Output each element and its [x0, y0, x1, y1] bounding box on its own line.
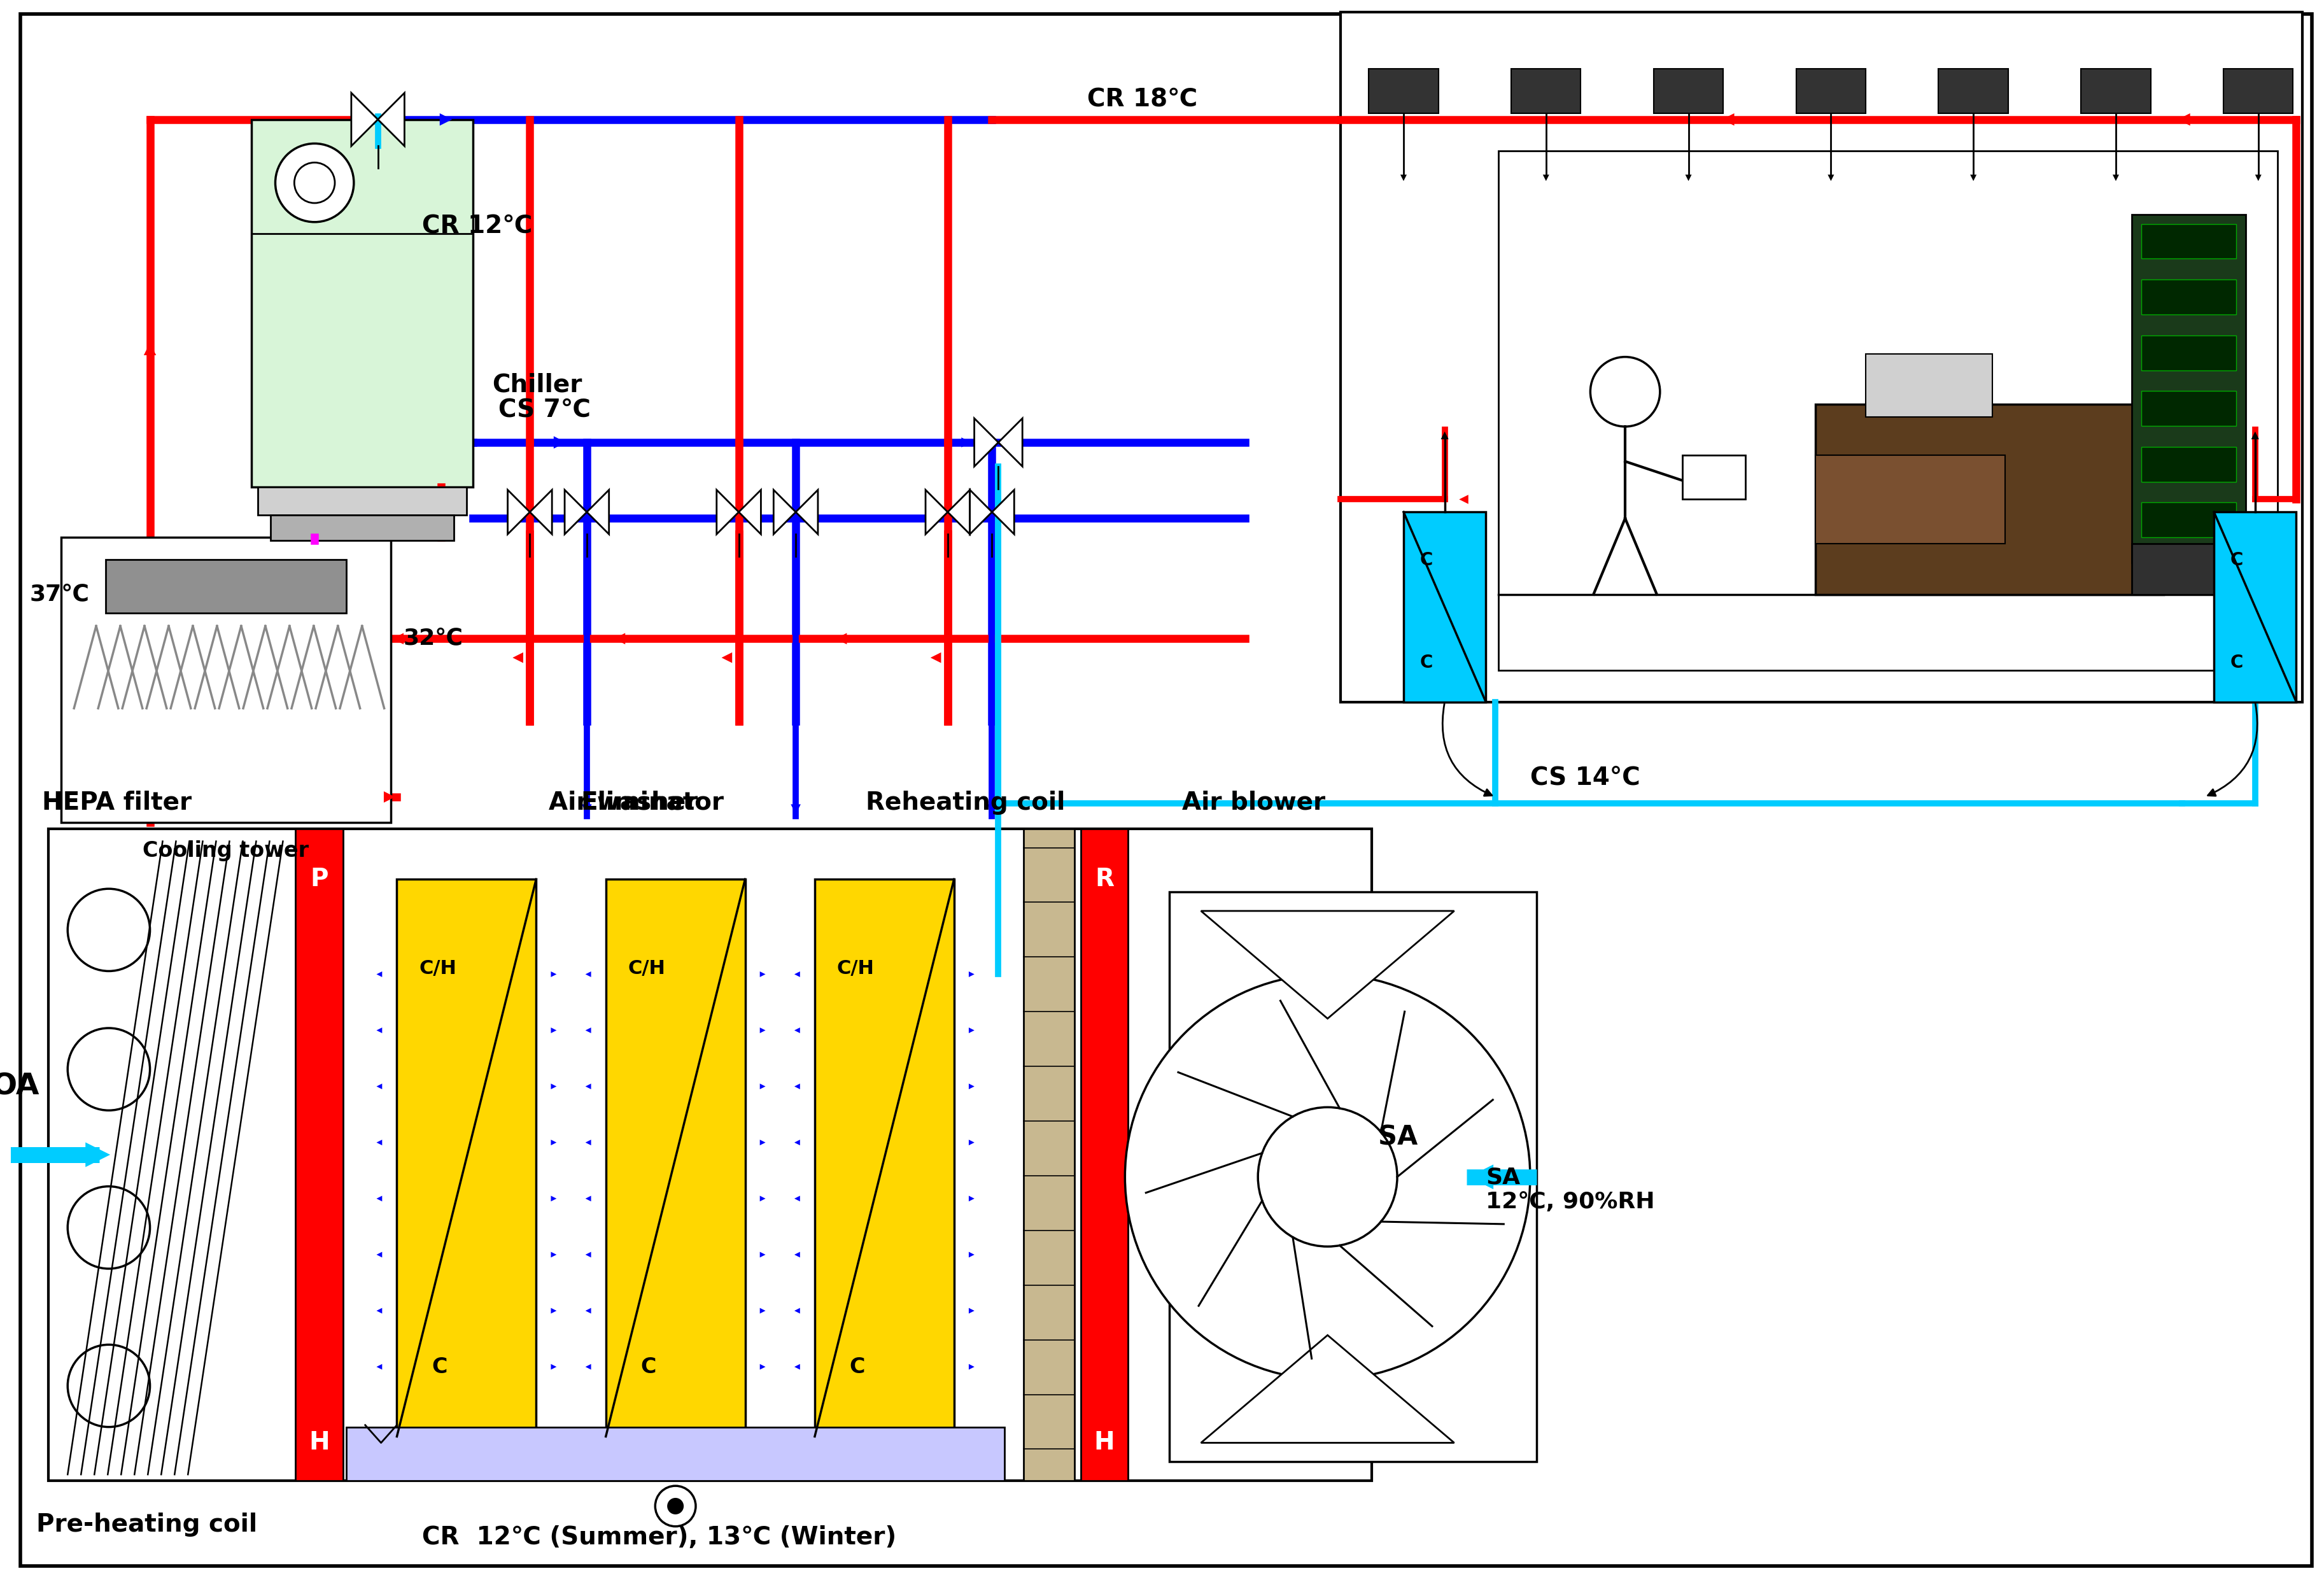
- Bar: [2140, 335, 2236, 370]
- Polygon shape: [1202, 1335, 1455, 1443]
- Polygon shape: [507, 490, 530, 534]
- Circle shape: [274, 144, 353, 223]
- Polygon shape: [925, 490, 948, 534]
- Polygon shape: [948, 490, 969, 534]
- Text: C: C: [2231, 551, 2243, 569]
- Text: Cooling tower: Cooling tower: [142, 841, 309, 861]
- Text: CR 18℃: CR 18℃: [1088, 88, 1197, 112]
- Text: Eliminator: Eliminator: [581, 790, 723, 815]
- Circle shape: [1257, 1108, 1397, 1247]
- Text: C/H: C/H: [418, 959, 456, 978]
- Polygon shape: [739, 490, 760, 534]
- Text: C: C: [851, 1357, 865, 1378]
- Text: SA: SA: [1378, 1125, 1418, 1150]
- Bar: [1169, 893, 1536, 1462]
- Bar: [2215, 512, 2296, 702]
- Bar: [1815, 455, 2006, 544]
- Polygon shape: [351, 93, 379, 145]
- Bar: [1081, 828, 1127, 1480]
- Bar: [2140, 447, 2236, 482]
- Bar: [2140, 502, 2236, 537]
- Text: C: C: [1420, 654, 1434, 672]
- Bar: [1796, 70, 1866, 114]
- Text: Chiller: Chiller: [493, 373, 581, 397]
- Text: 37℃: 37℃: [30, 583, 91, 605]
- Circle shape: [655, 1485, 695, 1526]
- Text: HEPA filter: HEPA filter: [42, 790, 193, 815]
- Text: 32℃: 32℃: [402, 627, 462, 649]
- Circle shape: [67, 890, 151, 972]
- Bar: [2140, 280, 2236, 314]
- Bar: [270, 515, 453, 540]
- Text: SA
12°C, 90%RH: SA 12°C, 90%RH: [1485, 1166, 1655, 1213]
- Bar: [816, 880, 955, 1436]
- Circle shape: [1590, 357, 1659, 427]
- Bar: [2080, 70, 2150, 114]
- Polygon shape: [992, 490, 1013, 534]
- Bar: [1866, 354, 1992, 417]
- Bar: [1404, 512, 1485, 702]
- Bar: [2131, 544, 2245, 594]
- Circle shape: [67, 1029, 151, 1111]
- Text: CR  12℃ (Summer), 13℃ (Winter): CR 12℃ (Summer), 13℃ (Winter): [423, 1525, 897, 1550]
- Text: Air blower: Air blower: [1183, 790, 1325, 815]
- Bar: [1369, 70, 1439, 114]
- Text: H: H: [1095, 1431, 1116, 1455]
- Polygon shape: [379, 93, 404, 145]
- Bar: [2131, 215, 2245, 562]
- Circle shape: [1125, 975, 1529, 1379]
- Polygon shape: [588, 490, 609, 534]
- Polygon shape: [716, 490, 739, 534]
- Circle shape: [295, 163, 335, 204]
- Polygon shape: [969, 490, 992, 534]
- Text: R: R: [1095, 867, 1113, 891]
- Polygon shape: [1202, 912, 1455, 1019]
- Bar: [251, 120, 472, 487]
- Text: CS 14°C: CS 14°C: [1529, 765, 1641, 790]
- Bar: [1341, 11, 2303, 702]
- Text: P: P: [309, 867, 328, 891]
- Bar: [1815, 404, 2164, 594]
- Bar: [2140, 224, 2236, 259]
- Bar: [60, 537, 390, 822]
- Bar: [295, 828, 344, 1480]
- Bar: [1938, 70, 2008, 114]
- Bar: [49, 828, 1371, 1480]
- Bar: [258, 487, 467, 515]
- Polygon shape: [999, 419, 1023, 466]
- Text: Air washer: Air washer: [548, 790, 697, 815]
- Bar: [2140, 392, 2236, 427]
- Text: CR 12℃: CR 12℃: [423, 215, 532, 239]
- Bar: [607, 880, 746, 1436]
- Text: OA: OA: [0, 1073, 40, 1101]
- Text: C: C: [432, 1357, 446, 1378]
- Bar: [1655, 70, 1724, 114]
- Text: C: C: [2231, 654, 2243, 672]
- Bar: [105, 559, 346, 613]
- Bar: [1683, 455, 1745, 499]
- Bar: [2224, 70, 2294, 114]
- Polygon shape: [795, 490, 818, 534]
- Text: CS 7℃: CS 7℃: [497, 398, 590, 422]
- Text: H: H: [309, 1431, 330, 1455]
- Bar: [1023, 828, 1074, 1480]
- Polygon shape: [974, 419, 999, 466]
- Text: Pre-heating coil: Pre-heating coil: [35, 1512, 258, 1536]
- Circle shape: [67, 1345, 151, 1427]
- Text: C: C: [1420, 551, 1434, 569]
- Text: C: C: [641, 1357, 655, 1378]
- Bar: [397, 880, 537, 1436]
- Polygon shape: [565, 490, 588, 534]
- Polygon shape: [530, 490, 553, 534]
- Text: Reheating coil: Reheating coil: [865, 790, 1064, 815]
- Bar: [1499, 152, 2278, 670]
- Bar: [346, 1427, 1004, 1480]
- Bar: [1511, 70, 1580, 114]
- Circle shape: [667, 1498, 683, 1514]
- Text: C/H: C/H: [837, 959, 874, 978]
- Polygon shape: [774, 490, 795, 534]
- Text: C/H: C/H: [627, 959, 665, 978]
- Circle shape: [67, 1187, 151, 1269]
